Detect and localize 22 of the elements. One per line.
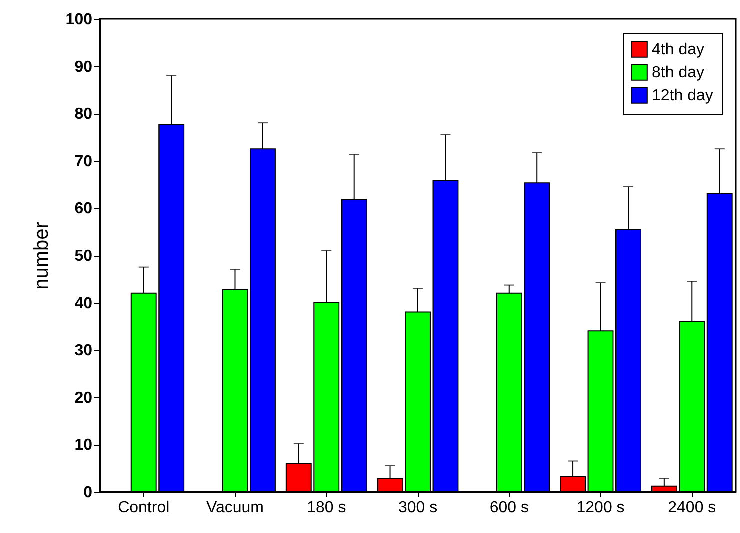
x-tick-label: 180 s bbox=[307, 500, 346, 516]
y-axis-title: number bbox=[30, 222, 53, 290]
legend-label: 8th day bbox=[652, 64, 704, 82]
y-tick-label: 30 bbox=[74, 342, 93, 360]
y-tick-label: 50 bbox=[74, 248, 93, 265]
y-tick-label: 40 bbox=[74, 295, 93, 312]
y-tick-label: 60 bbox=[74, 200, 93, 218]
x-tick-label: 600 s bbox=[490, 500, 529, 516]
y-tick-label: 10 bbox=[74, 437, 93, 454]
y-tick-label: 0 bbox=[84, 484, 93, 502]
x-tick-label: 300 s bbox=[398, 500, 438, 516]
legend-label: 4th day bbox=[652, 42, 704, 58]
legend-label: 12th day bbox=[652, 88, 714, 104]
y-tick-label: 70 bbox=[74, 153, 93, 170]
y-tick-label: 90 bbox=[74, 58, 93, 76]
x-tick-label: Vacuum bbox=[206, 500, 264, 516]
y-tick-label: 20 bbox=[74, 390, 93, 407]
y-tick-label: 80 bbox=[74, 106, 93, 124]
y-tick-label: 100 bbox=[66, 12, 93, 28]
x-tick-label: 2400 s bbox=[668, 500, 716, 516]
x-tick-label: Control bbox=[118, 500, 170, 516]
x-tick-label: 1200 s bbox=[576, 500, 625, 516]
